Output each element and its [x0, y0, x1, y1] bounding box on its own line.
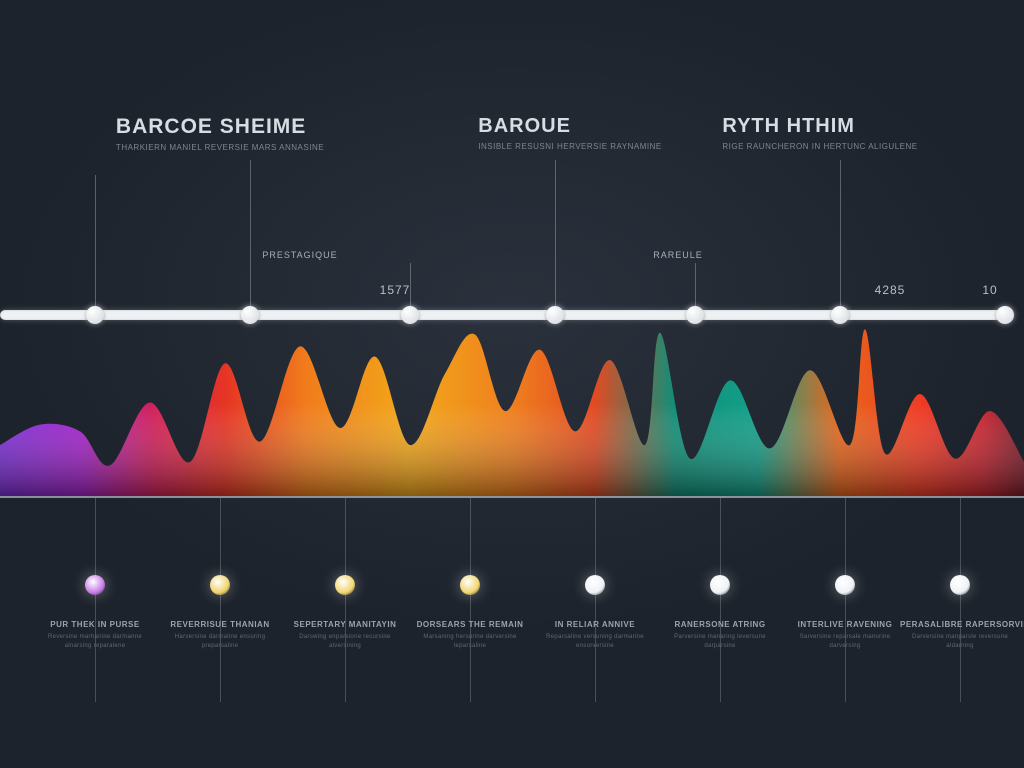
top-connector-3 — [555, 160, 556, 306]
timeline-node-3 — [546, 306, 564, 324]
lower-connector-4 — [595, 498, 596, 702]
tick-label-0: 1577 — [380, 283, 411, 297]
top-header-title: RYTH HTHIM — [722, 115, 917, 138]
lower-connector-3 — [470, 498, 471, 702]
top-header-sub: INSIBLE RESUSNI HERVERSIE RAYNAMINE — [478, 142, 661, 151]
lower-node-7 — [950, 575, 970, 595]
wave-band — [0, 326, 1024, 496]
top-header-title: BARCOE SHEIME — [116, 115, 324, 139]
lower-node-4 — [585, 575, 605, 595]
timeline-node-4 — [686, 306, 704, 324]
lower-body: Reversine marhanine darmanne alnarsing r… — [35, 633, 155, 651]
lower-body: Harversine darmaline ensuring preparsali… — [160, 633, 280, 651]
lower-title: PERASALIBRE RAPERSORVINE — [900, 620, 1020, 629]
infographic-canvas: BARCOE SHEIME THARKIERN MANIEL REVERSIE M… — [0, 0, 1024, 768]
lower-title: REVERRISUE THANIAN — [160, 620, 280, 629]
top-connector-1 — [250, 160, 251, 306]
lower-connector-2 — [345, 498, 346, 702]
timeline-node-0 — [86, 306, 104, 324]
lower-title: INTERLIVE RAVENING — [785, 620, 905, 629]
top-connector-5 — [840, 160, 841, 306]
top-header-1: BAROUE INSIBLE RESUSNI HERVERSIE RAYNAMIN… — [478, 115, 661, 151]
mid-label-1: RAREULE — [653, 250, 703, 260]
lower-title: SEPERTARY MANITAYIN — [285, 620, 405, 629]
lower-block-6: INTERLIVE RAVENING Sarversine reparsale m… — [785, 620, 905, 651]
timeline-node-5 — [831, 306, 849, 324]
lower-title: PUR THEK IN PURSE — [35, 620, 155, 629]
mid-label-0: PRESTAGIQUE — [262, 250, 337, 260]
top-header-sub: THARKIERN MANIEL REVERSIE MARS ANNASINE — [116, 143, 324, 152]
lower-body: Darversine manparsle reversune aldarning — [900, 633, 1020, 651]
lower-connector-5 — [720, 498, 721, 702]
lower-title: DORSEARS THE REMAIN — [410, 620, 530, 629]
top-header-title: BAROUE — [478, 115, 661, 138]
lower-node-1 — [210, 575, 230, 595]
lower-node-6 — [835, 575, 855, 595]
lower-connector-6 — [845, 498, 846, 702]
lower-block-1: REVERRISUE THANIAN Harversine darmaline e… — [160, 620, 280, 651]
lower-body: Parversine manaring leversune darparsine — [660, 633, 780, 651]
lower-connector-0 — [95, 498, 96, 702]
lower-body: Darswing enparsione recursine alversinin… — [285, 633, 405, 651]
lower-node-2 — [335, 575, 355, 595]
lower-block-4: IN RELIAR ANNIVE Reparsaline versuning da… — [535, 620, 655, 651]
lower-block-5: RANERSONE ATRING Parversine manaring leve… — [660, 620, 780, 651]
lower-block-2: SEPERTARY MANITAYIN Darswing enparsione r… — [285, 620, 405, 651]
timeline-node-2 — [401, 306, 419, 324]
lower-connector-7 — [960, 498, 961, 702]
timeline-bar — [0, 310, 1010, 320]
wave-baseline — [0, 496, 1024, 498]
top-connector-0 — [95, 175, 96, 306]
timeline-node-1 — [241, 306, 259, 324]
tick-label-1: 4285 — [875, 283, 906, 297]
lower-block-7: PERASALIBRE RAPERSORVINE Darversine manpa… — [900, 620, 1020, 651]
timeline-node-6 — [996, 306, 1014, 324]
top-header-2: RYTH HTHIM RIGE RAUNCHERON IN HERTUNC ALI… — [722, 115, 917, 151]
lower-body: Sarversine reparsale manurine darversing — [785, 633, 905, 651]
lower-block-0: PUR THEK IN PURSE Reversine marhanine dar… — [35, 620, 155, 651]
lower-node-0 — [85, 575, 105, 595]
lower-body: Marsaning hersurine darversine leparsali… — [410, 633, 530, 651]
top-header-0: BARCOE SHEIME THARKIERN MANIEL REVERSIE M… — [116, 115, 324, 152]
lower-title: RANERSONE ATRING — [660, 620, 780, 629]
lower-node-3 — [460, 575, 480, 595]
top-connector-4 — [695, 263, 696, 306]
lower-body: Reparsaline versuning darmarine ensorver… — [535, 633, 655, 651]
lower-block-3: DORSEARS THE REMAIN Marsaning hersurine d… — [410, 620, 530, 651]
top-header-sub: RIGE RAUNCHERON IN HERTUNC ALIGULENE — [722, 142, 917, 151]
tick-label-2: 10 — [982, 283, 997, 297]
lower-title: IN RELIAR ANNIVE — [535, 620, 655, 629]
lower-connector-1 — [220, 498, 221, 702]
lower-node-5 — [710, 575, 730, 595]
